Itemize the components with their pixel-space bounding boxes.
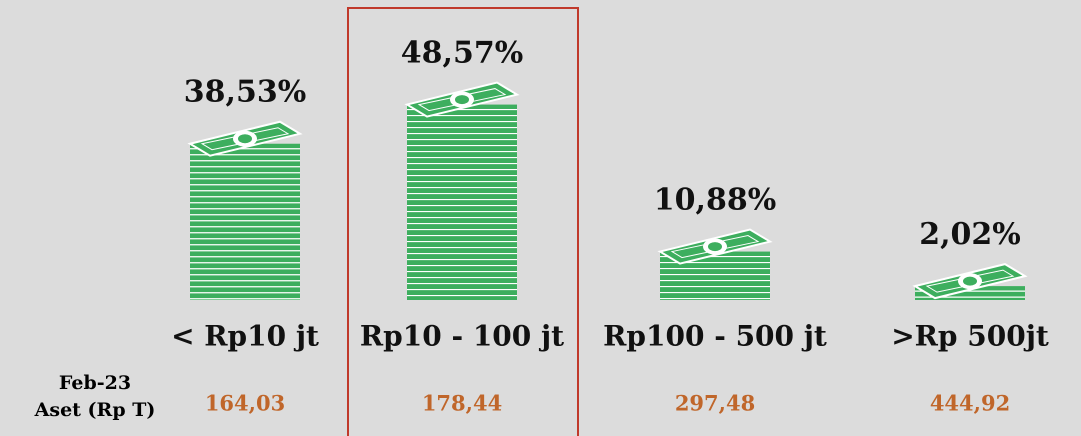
value-label: 48,57% bbox=[401, 36, 523, 71]
bill-coin-inner bbox=[455, 95, 469, 104]
asset-value: 164,03 bbox=[205, 391, 285, 416]
category-label: Rp100 - 500 jt bbox=[603, 320, 827, 353]
asset-value: 297,48 bbox=[675, 391, 755, 416]
value-label: 38,53% bbox=[184, 75, 306, 110]
asset-value: 444,92 bbox=[930, 391, 1010, 416]
chart: Feb-23 Aset (Rp T) 38,53% < Rp10 jt 164,03… bbox=[0, 0, 1081, 436]
period-label: Feb-23 bbox=[59, 372, 131, 394]
bill-coin-inner bbox=[708, 242, 722, 251]
value-label: 10,88% bbox=[654, 183, 776, 218]
bill-coin-inner bbox=[238, 134, 252, 143]
bill-coin-inner bbox=[963, 277, 977, 286]
value-label: 2,02% bbox=[919, 217, 1021, 252]
assets-label: Aset (Rp T) bbox=[34, 399, 156, 421]
money-stack bbox=[190, 122, 300, 300]
page: {"chart_data": { "type": "pictogram", "c… bbox=[0, 0, 1081, 436]
category-label: < Rp10 jt bbox=[171, 320, 319, 353]
category-label: Rp10 - 100 jt bbox=[360, 320, 564, 353]
asset-value: 178,44 bbox=[422, 391, 502, 416]
money-stack bbox=[407, 83, 517, 300]
category-label: >Rp 500jt bbox=[891, 320, 1049, 353]
